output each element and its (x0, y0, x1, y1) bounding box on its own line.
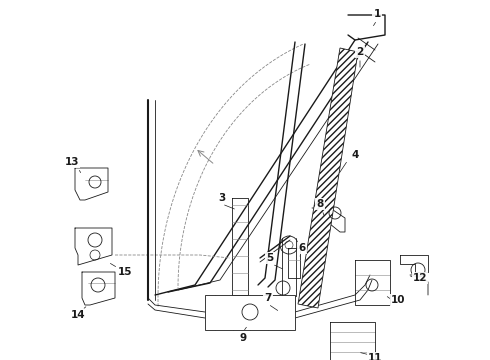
Text: 15: 15 (118, 267, 132, 277)
Text: 1: 1 (373, 9, 381, 19)
Polygon shape (298, 48, 358, 308)
Text: 4: 4 (351, 150, 359, 160)
Text: 6: 6 (298, 243, 306, 253)
Text: 10: 10 (391, 295, 405, 305)
Text: 11: 11 (368, 353, 382, 360)
Text: 8: 8 (317, 199, 323, 209)
Text: 13: 13 (65, 157, 79, 167)
Text: 5: 5 (267, 253, 273, 263)
Text: 2: 2 (356, 47, 364, 57)
Text: 12: 12 (413, 273, 427, 283)
Text: 3: 3 (219, 193, 225, 203)
Polygon shape (205, 295, 295, 330)
Text: 9: 9 (240, 333, 246, 343)
Text: 14: 14 (71, 310, 85, 320)
Text: 7: 7 (264, 293, 271, 303)
